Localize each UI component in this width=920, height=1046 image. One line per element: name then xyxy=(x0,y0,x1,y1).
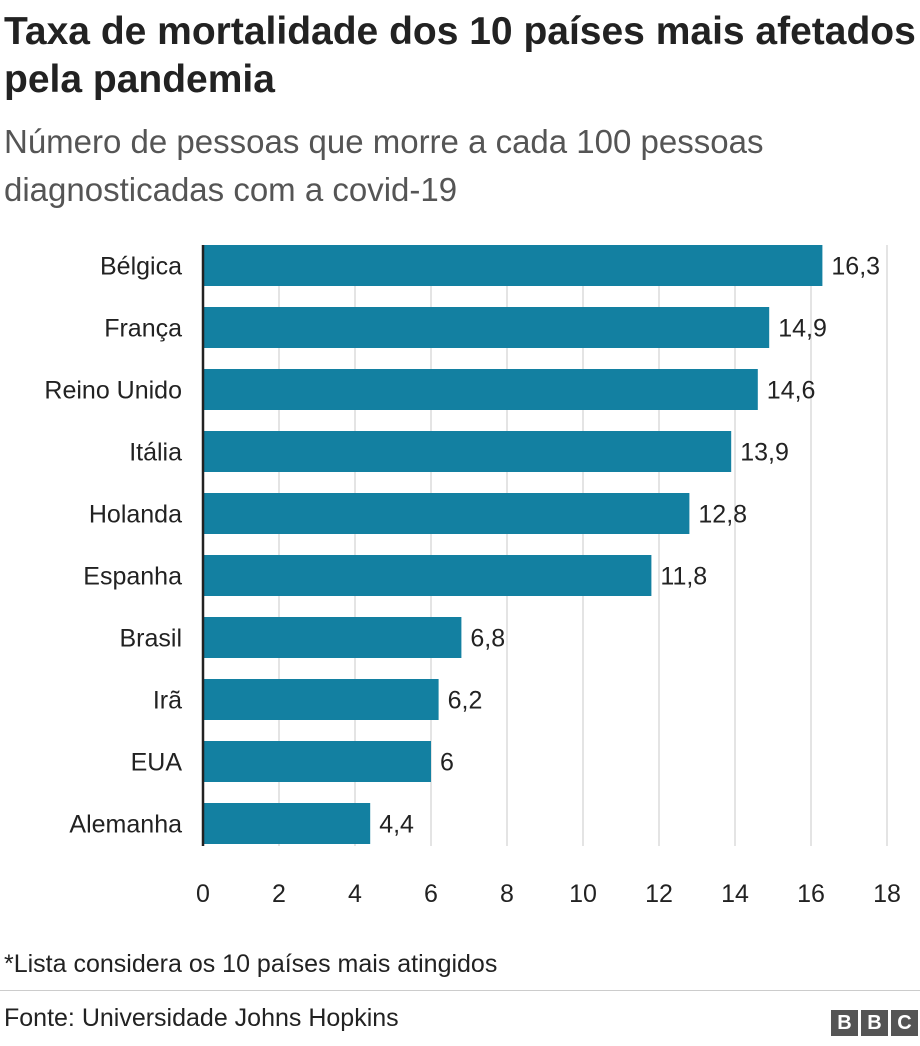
value-label: 12,8 xyxy=(698,501,747,529)
bbc-logo-letter: C xyxy=(891,1010,918,1036)
source-text: Fonte: Universidade Johns Hopkins xyxy=(4,1004,399,1032)
bar xyxy=(203,679,439,720)
category-label: Brasil xyxy=(119,625,182,653)
footer-divider xyxy=(0,990,920,991)
x-tick-label: 8 xyxy=(500,880,514,908)
value-label: 6,2 xyxy=(448,687,483,715)
value-labels: 16,3 14,9 14,6 13,9 12,8 11,8 6,8 6,2 6 4,4 xyxy=(379,253,880,839)
bbc-logo: B B C xyxy=(831,1010,918,1036)
footnote: *Lista considera os 10 países mais ating… xyxy=(4,950,498,978)
category-label: Alemanha xyxy=(69,811,182,839)
category-label: Espanha xyxy=(83,563,182,591)
chart-subtitle: Número de pessoas que morre a cada 100 p… xyxy=(4,123,764,208)
category-label: Holanda xyxy=(89,501,182,529)
value-label: 16,3 xyxy=(831,253,880,281)
value-label: 13,9 xyxy=(740,439,789,467)
bar xyxy=(203,493,690,534)
category-labels: Bélgica França Reino Unido Itália Holanda Esp… xyxy=(44,253,182,839)
bar xyxy=(203,555,652,596)
value-label: 14,6 xyxy=(767,377,816,405)
bar xyxy=(203,431,732,472)
value-label: 4,4 xyxy=(379,811,414,839)
bar xyxy=(203,369,758,410)
category-label: EUA xyxy=(131,749,183,777)
chart-title: Taxa de mortalidade dos 10 países mais a… xyxy=(4,10,916,101)
category-label: Itália xyxy=(129,439,182,467)
category-label: Irã xyxy=(153,687,182,715)
value-label: 6 xyxy=(440,749,454,777)
x-tick-label: 10 xyxy=(569,880,597,908)
value-label: 11,8 xyxy=(660,563,707,591)
bar xyxy=(203,803,371,844)
category-label: Bélgica xyxy=(100,253,182,281)
x-tick-labels: 0 2 4 6 8 10 12 14 16 18 xyxy=(196,880,901,908)
bar xyxy=(203,245,823,286)
value-label: 6,8 xyxy=(470,625,505,653)
bar xyxy=(203,307,770,348)
x-tick-label: 0 xyxy=(196,880,210,908)
x-tick-label: 14 xyxy=(721,880,749,908)
bar xyxy=(203,617,462,658)
x-tick-label: 16 xyxy=(797,880,825,908)
x-tick-label: 4 xyxy=(348,880,362,908)
bars xyxy=(203,245,823,844)
bar xyxy=(203,741,431,782)
x-tick-label: 6 xyxy=(424,880,438,908)
bbc-logo-letter: B xyxy=(831,1010,858,1036)
category-label: França xyxy=(104,315,182,343)
bar-chart: Bélgica França Reino Unido Itália Holanda Esp… xyxy=(44,245,901,908)
category-label: Reino Unido xyxy=(44,377,182,405)
x-tick-label: 2 xyxy=(272,880,286,908)
x-tick-label: 12 xyxy=(645,880,673,908)
x-tick-label: 18 xyxy=(873,880,901,908)
value-label: 14,9 xyxy=(778,315,827,343)
bbc-logo-letter: B xyxy=(861,1010,888,1036)
